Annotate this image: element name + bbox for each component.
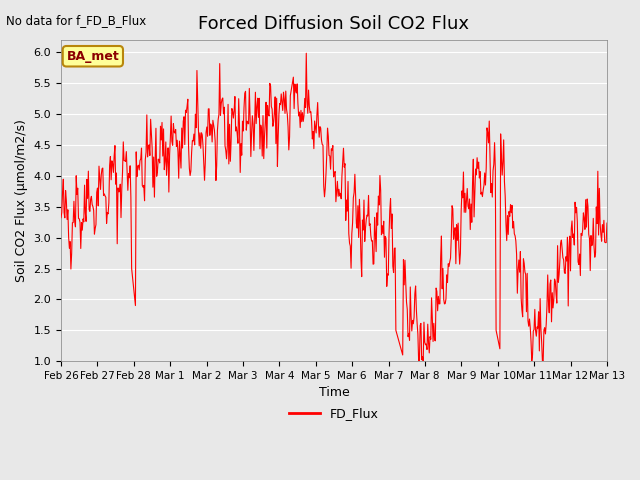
Legend: FD_Flux: FD_Flux — [284, 403, 384, 425]
Text: BA_met: BA_met — [67, 50, 119, 63]
X-axis label: Time: Time — [319, 386, 349, 399]
Y-axis label: Soil CO2 Flux (μmol/m2/s): Soil CO2 Flux (μmol/m2/s) — [15, 119, 28, 282]
Text: No data for f_FD_B_Flux: No data for f_FD_B_Flux — [6, 14, 147, 27]
Title: Forced Diffusion Soil CO2 Flux: Forced Diffusion Soil CO2 Flux — [198, 15, 470, 33]
